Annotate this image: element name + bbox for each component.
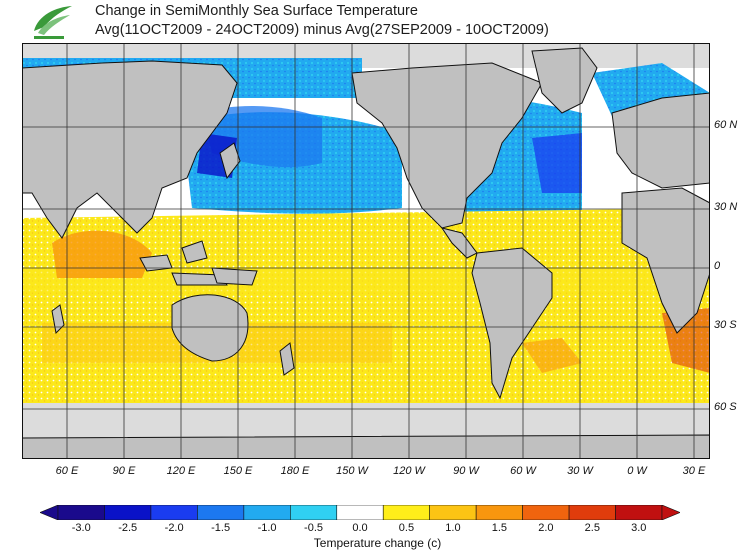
lon-label-30e: 30 E bbox=[682, 465, 706, 477]
colorbar-swatch bbox=[104, 505, 152, 520]
colorbar-tick-label: -2.0 bbox=[164, 522, 184, 534]
map-frame bbox=[22, 43, 710, 459]
colorbar-swatch bbox=[429, 505, 477, 520]
colorbar-tick-label: -1.0 bbox=[257, 522, 277, 534]
lat-label-60s: 60 S bbox=[714, 401, 737, 413]
colorbar-swatch bbox=[522, 505, 570, 520]
colorbar-tick-label: -0.5 bbox=[304, 522, 324, 534]
colorbar-high-arrow bbox=[661, 505, 680, 520]
colorbar bbox=[40, 505, 680, 520]
colorbar-tick-label: 2.0 bbox=[538, 522, 554, 534]
colorbar-tick-label: 3.0 bbox=[631, 522, 647, 534]
leaf-logo-icon bbox=[34, 6, 72, 39]
lon-label-90e: 90 E bbox=[112, 465, 136, 477]
colorbar-swatch bbox=[615, 505, 663, 520]
lon-label-120e: 120 E bbox=[166, 465, 196, 477]
lon-label-60e: 60 E bbox=[55, 465, 79, 477]
colorbar-swatch bbox=[382, 505, 430, 520]
world-sst-map bbox=[22, 43, 710, 459]
colorbar-swatch bbox=[336, 505, 384, 520]
lon-label-180e: 180 E bbox=[280, 465, 310, 477]
colorbar-tick-label: 2.5 bbox=[584, 522, 600, 534]
colorbar-tick-label: -2.5 bbox=[118, 522, 138, 534]
lon-label-150e: 150 E bbox=[223, 465, 253, 477]
colorbar-swatch bbox=[290, 505, 338, 520]
colorbar-low-arrow bbox=[40, 505, 59, 520]
colorbar-tick-label: 0.5 bbox=[398, 522, 415, 534]
colorbar-tick-label: -1.5 bbox=[211, 522, 231, 534]
title-line-1: Change in SemiMonthly Sea Surface Temper… bbox=[95, 3, 418, 19]
colorbar-swatches bbox=[57, 505, 663, 520]
lon-label-60w: 60 W bbox=[510, 465, 536, 477]
colorbar-swatch bbox=[475, 505, 523, 520]
chart-title: Change in SemiMonthly Sea Surface Temper… bbox=[95, 2, 549, 40]
lat-label-30n: 30 N bbox=[714, 201, 738, 213]
lat-lon-grid bbox=[22, 43, 710, 459]
colorbar-swatch bbox=[568, 505, 616, 520]
colorbar-swatch bbox=[197, 505, 245, 520]
lon-label-90w: 90 W bbox=[453, 465, 479, 477]
colorbar-tick-label: 1.5 bbox=[491, 522, 508, 534]
lon-label-150w: 150 W bbox=[336, 465, 368, 477]
colorbar-tick-label: 1.0 bbox=[445, 522, 461, 534]
colorbar-tick-label: -3.0 bbox=[71, 522, 91, 534]
lat-label-30s: 30 S bbox=[714, 319, 737, 331]
colorbar-tick-label: 0.0 bbox=[352, 522, 368, 534]
colorbar-title: Temperature change (c) bbox=[313, 536, 442, 550]
land-masses bbox=[22, 47, 710, 459]
colorbar-swatch bbox=[57, 505, 105, 520]
lon-label-120w: 120 W bbox=[393, 465, 425, 477]
lat-label-60n: 60 N bbox=[714, 119, 738, 131]
lon-label-0w: 0 W bbox=[627, 465, 647, 477]
colorbar-swatch bbox=[150, 505, 198, 520]
title-line-2: Avg(11OCT2009 - 24OCT2009) minus Avg(27S… bbox=[95, 22, 549, 38]
colorbar-swatch bbox=[243, 505, 291, 520]
lat-label-0: 0 bbox=[714, 260, 721, 272]
lon-label-30w: 30 W bbox=[567, 465, 593, 477]
